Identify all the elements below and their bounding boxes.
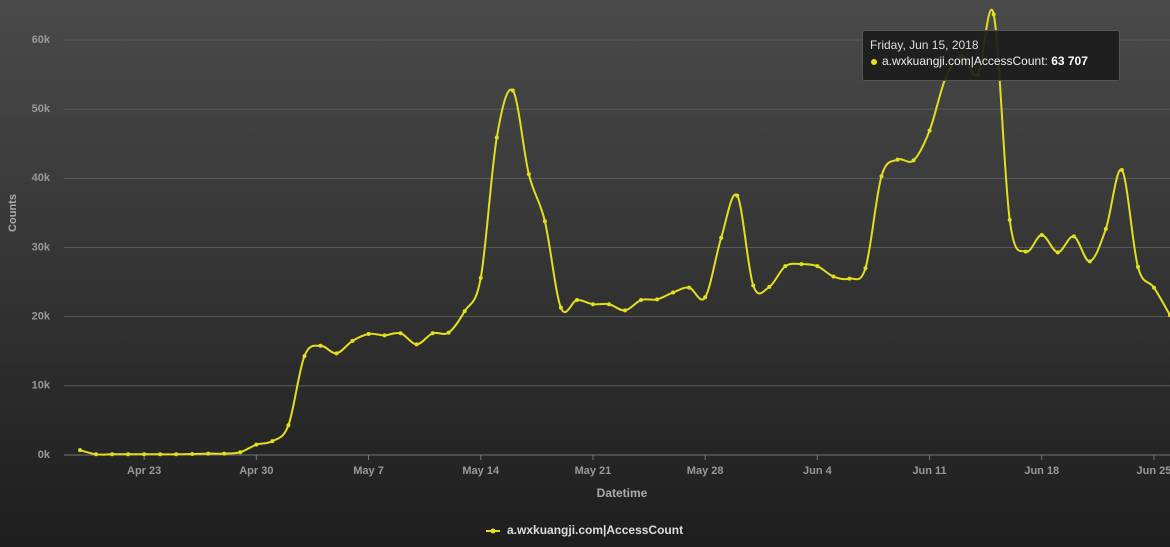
x-tick-label: Jun 11 <box>912 465 946 477</box>
point <box>1135 264 1140 269</box>
point <box>78 448 83 453</box>
x-tick-label: Jun 25 <box>1137 465 1170 477</box>
point <box>254 442 259 447</box>
point <box>911 158 916 163</box>
point <box>542 219 547 224</box>
point <box>1071 234 1076 239</box>
point <box>558 305 563 310</box>
point <box>478 275 483 280</box>
point <box>126 452 131 457</box>
y-axis-title: Counts <box>7 194 19 232</box>
y-tick-label: 60k <box>32 34 51 46</box>
point <box>1103 226 1108 231</box>
point <box>174 452 179 457</box>
point <box>590 302 595 307</box>
point <box>847 276 852 281</box>
point <box>639 298 644 303</box>
point <box>687 285 692 290</box>
point <box>494 135 499 140</box>
point <box>526 172 531 177</box>
point <box>1007 217 1012 222</box>
tooltip-value: 63 707 <box>1051 54 1088 68</box>
point <box>574 298 579 303</box>
x-tick-label: Jun 4 <box>803 465 833 477</box>
point <box>206 451 211 456</box>
x-tick-label: Apr 30 <box>239 465 273 477</box>
point <box>190 451 195 456</box>
point <box>991 12 996 17</box>
point <box>302 354 307 359</box>
point <box>318 343 323 348</box>
point <box>735 193 740 198</box>
x-tick-label: May 28 <box>687 465 724 477</box>
point <box>703 295 708 300</box>
point <box>430 331 435 336</box>
y-tick-label: 50k <box>32 103 51 115</box>
x-tick-label: May 14 <box>462 465 500 477</box>
point <box>158 452 163 457</box>
point <box>719 235 724 240</box>
x-tick-label: May 21 <box>575 465 612 477</box>
point <box>1087 259 1092 264</box>
y-tick-label: 10k <box>32 380 51 392</box>
point <box>863 266 868 271</box>
x-tick-label: Jun 18 <box>1024 465 1059 477</box>
point <box>462 309 467 314</box>
point <box>831 274 836 279</box>
point <box>270 439 275 444</box>
point <box>398 331 403 336</box>
point <box>1039 233 1044 238</box>
point <box>110 452 115 457</box>
point <box>815 264 820 269</box>
point <box>606 302 611 307</box>
y-tick-label: 20k <box>32 311 51 323</box>
point <box>927 128 932 133</box>
tooltip-series-label: a.wxkuangji.com|AccessCount: <box>882 54 1048 68</box>
point <box>1055 250 1060 255</box>
tooltip-box <box>862 30 1120 81</box>
legend-label[interactable]: a.wxkuangji.com|AccessCount <box>507 523 683 537</box>
x-tick-label: Apr 23 <box>127 465 161 477</box>
x-axis-title: Datetime <box>597 486 648 500</box>
legend[interactable]: a.wxkuangji.com|AccessCount <box>486 523 683 537</box>
legend-marker <box>490 528 496 534</box>
y-tick-label: 40k <box>32 172 51 184</box>
point <box>446 330 451 335</box>
point <box>799 262 804 267</box>
point <box>623 308 628 313</box>
point <box>1023 249 1028 254</box>
point <box>222 451 227 456</box>
x-tick-label: May 7 <box>353 465 384 477</box>
y-tick-label: 30k <box>32 241 51 253</box>
point <box>350 338 355 343</box>
y-tick-label: 0k <box>38 449 51 461</box>
tooltip-marker <box>871 59 877 65</box>
point <box>1151 285 1156 290</box>
point <box>334 351 339 356</box>
tooltip: Friday, Jun 15, 2018 a.wxkuangji.com|Acc… <box>862 30 1120 81</box>
point <box>895 157 900 162</box>
point <box>142 452 147 457</box>
point <box>94 452 99 457</box>
point <box>286 423 291 428</box>
point <box>1119 168 1124 173</box>
tooltip-series: a.wxkuangji.com|AccessCount: 63 707 <box>882 54 1088 68</box>
point <box>783 264 788 269</box>
point <box>671 290 676 295</box>
point <box>767 284 772 289</box>
point <box>366 331 371 336</box>
series-line <box>79 9 1170 456</box>
point <box>510 88 515 93</box>
point <box>414 342 419 347</box>
point <box>382 333 387 338</box>
point <box>238 450 243 455</box>
point <box>751 283 756 288</box>
point <box>655 297 660 302</box>
tooltip-title: Friday, Jun 15, 2018 <box>870 38 979 52</box>
point <box>879 174 884 179</box>
